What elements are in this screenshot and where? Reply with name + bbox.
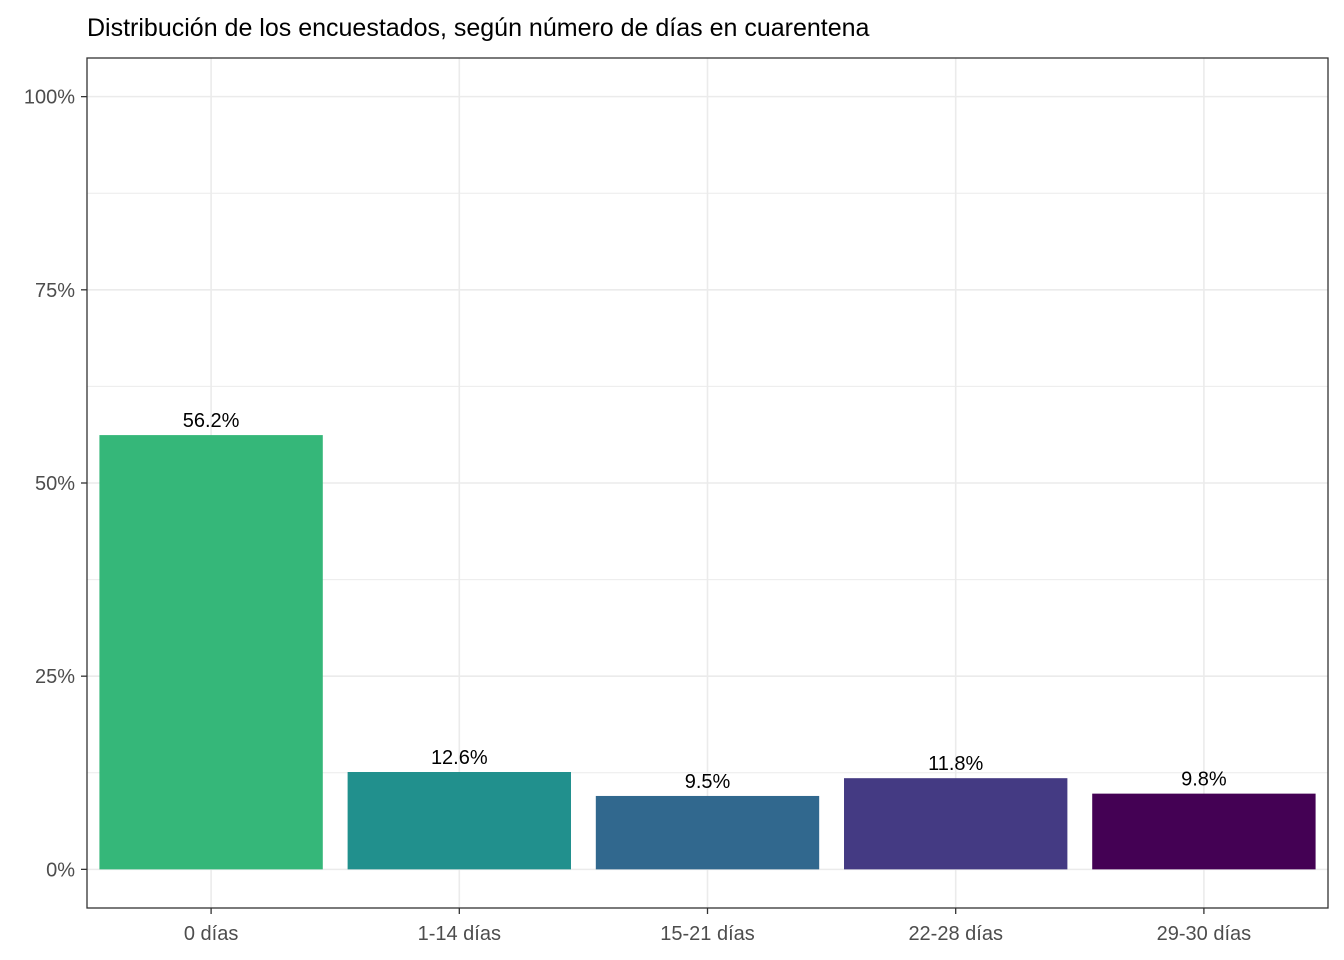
bar-5 — [1092, 793, 1316, 870]
data-label-5: 9.8% — [1181, 769, 1227, 791]
data-labels: 56.2% 12.6% 9.5% 11.8% 9.8% — [183, 410, 1227, 793]
bar-1 — [99, 435, 323, 870]
data-label-3: 9.5% — [685, 771, 731, 793]
y-tick-label: 75% — [35, 280, 75, 302]
x-tick-label: 22-28 días — [908, 923, 1003, 945]
y-tick-label: 0% — [46, 859, 75, 881]
y-axis: 0% 25% 50% 75% 100% — [24, 87, 87, 881]
x-axis: 0 días 1-14 días 15-21 días 22-28 días 29-30… — [184, 908, 1251, 945]
bar-4 — [844, 778, 1068, 870]
data-label-1: 56.2% — [183, 410, 240, 432]
x-tick-label: 15-21 días — [660, 923, 755, 945]
data-label-2: 12.6% — [431, 747, 488, 769]
x-tick-label: 1-14 días — [418, 923, 501, 945]
chart-title: Distribución de los encuestados, según n… — [87, 14, 870, 42]
bars — [99, 435, 1316, 870]
y-tick-label: 100% — [24, 87, 75, 109]
bar-3 — [595, 795, 820, 870]
y-tick-label: 50% — [35, 473, 75, 495]
x-tick-label: 0 días — [184, 923, 238, 945]
data-label-4: 11.8% — [928, 753, 983, 775]
y-tick-label: 25% — [35, 666, 75, 688]
bar-2 — [347, 772, 571, 870]
x-tick-label: 29-30 días — [1157, 923, 1252, 945]
